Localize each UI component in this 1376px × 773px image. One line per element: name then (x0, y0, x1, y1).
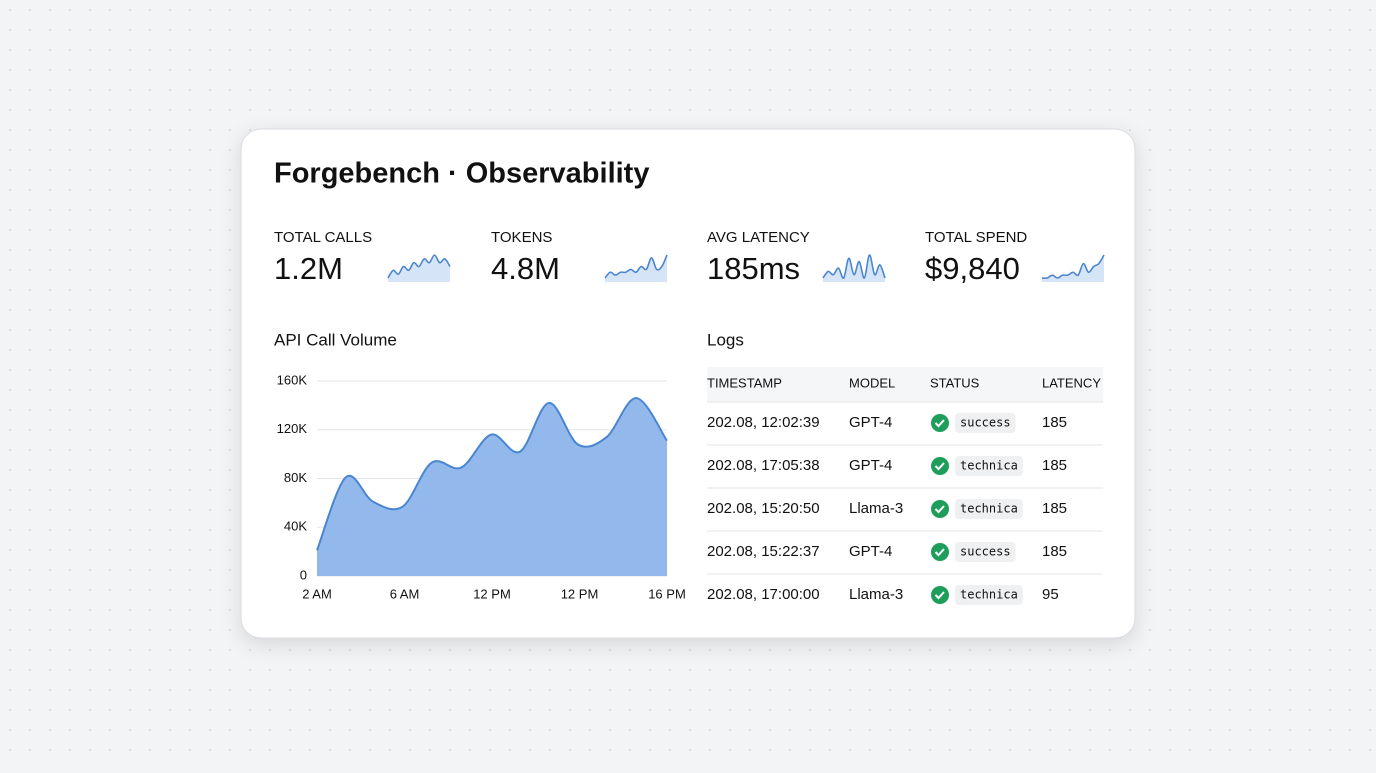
status: technica (960, 502, 1018, 516)
sparkline-area (605, 255, 667, 282)
status-badge (955, 456, 1023, 476)
column-header: MODEL (849, 375, 895, 390)
status: technica (960, 459, 1018, 473)
kpi-value: $9,840 (925, 251, 1020, 286)
kpi-value: 1.2M (274, 251, 343, 286)
status-badge (955, 542, 1016, 562)
y-tick-label: 120K (277, 421, 308, 436)
column-header: TIMESTAMP (707, 375, 782, 390)
y-tick-label: 160K (277, 372, 308, 387)
model: GPT-4 (849, 414, 892, 431)
y-tick-label: 0 (300, 567, 307, 582)
logs-title: Logs (707, 330, 744, 349)
timestamp: 202.08, 17:00:00 (707, 586, 820, 603)
sparkline (822, 254, 886, 279)
x-tick-label: 2 AM (302, 586, 332, 601)
check (934, 462, 945, 471)
area-line (316, 397, 668, 551)
x-tick-label: 6 AM (390, 586, 420, 601)
chart-title: API Call Volume (274, 330, 397, 349)
column-header: LATENCY (1042, 375, 1101, 390)
kpi-label: TOKENS (491, 229, 552, 246)
latency: 185 (1042, 414, 1067, 431)
sparkline (1041, 254, 1105, 280)
check (934, 505, 945, 514)
y-tick-label: 80K (284, 470, 307, 485)
kpi-value: 4.8M (491, 251, 560, 286)
check (934, 548, 945, 557)
x-tick-label: 12 PM (561, 586, 599, 601)
check (934, 419, 945, 428)
status: success (960, 545, 1011, 559)
x-tick-label: 12 PM (473, 586, 511, 601)
check (934, 591, 945, 600)
status-badge (955, 413, 1016, 433)
column-header: STATUS (930, 375, 980, 390)
area (317, 398, 667, 576)
kpi-label: TOTAL SPEND (925, 229, 1027, 246)
model: Llama-3 (849, 586, 903, 603)
sparkline (387, 254, 451, 279)
model: GPT-4 (849, 457, 892, 474)
sparkline (604, 254, 668, 279)
sparkline-area (1042, 255, 1104, 282)
model: Llama-3 (849, 500, 903, 517)
status-badge (955, 585, 1023, 605)
x-tick-label: 16 PM (648, 586, 686, 601)
sparkline-area (823, 254, 885, 282)
latency: 185 (1042, 500, 1067, 517)
kpi-label: TOTAL CALLS (274, 229, 372, 246)
kpi-value: 185ms (707, 251, 800, 286)
timestamp: 202.08, 17:05:38 (707, 457, 820, 474)
status-badge (955, 499, 1023, 519)
table-header (707, 367, 1103, 402)
model: GPT-4 (849, 543, 892, 560)
sparkline-area (388, 255, 450, 282)
latency: 185 (1042, 457, 1067, 474)
y-tick-label: 40K (284, 519, 307, 534)
status: success (960, 416, 1011, 430)
kpi-label: AVG LATENCY (707, 229, 810, 246)
timestamp: 202.08, 12:02:39 (707, 414, 820, 431)
timestamp: 202.08, 15:22:37 (707, 543, 820, 560)
latency: 95 (1042, 586, 1059, 603)
status: technica (960, 588, 1018, 602)
latency: 185 (1042, 543, 1067, 560)
timestamp: 202.08, 15:20:50 (707, 500, 820, 517)
title: Forgebench · Observability (274, 158, 649, 190)
